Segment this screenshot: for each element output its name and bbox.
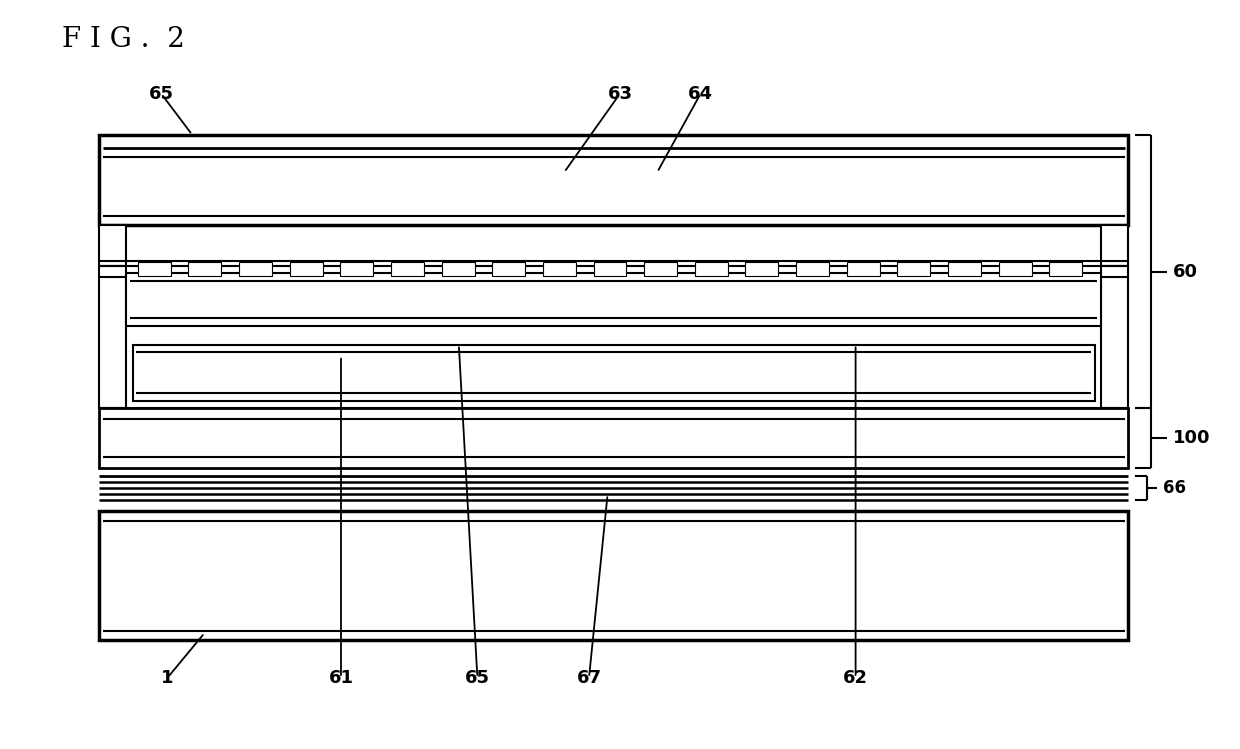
Bar — [99, 511, 1128, 640]
Bar — [138, 262, 171, 276]
Bar — [745, 262, 779, 276]
Bar — [188, 262, 221, 276]
Text: 65: 65 — [465, 669, 490, 687]
Bar — [543, 262, 575, 276]
Text: 64: 64 — [688, 85, 713, 103]
Bar — [694, 262, 728, 276]
Bar — [99, 225, 126, 266]
Bar — [290, 262, 322, 276]
Bar — [239, 262, 272, 276]
Text: F I G .  2: F I G . 2 — [62, 26, 185, 53]
Bar — [99, 408, 1128, 468]
Bar — [340, 262, 373, 276]
Bar — [796, 262, 830, 276]
Bar — [1101, 266, 1128, 408]
Bar — [492, 262, 526, 276]
Bar — [133, 345, 1095, 401]
Text: 66: 66 — [1163, 479, 1187, 497]
Text: 65: 65 — [149, 85, 174, 103]
Bar — [441, 262, 475, 276]
Text: 62: 62 — [843, 669, 868, 687]
Bar — [99, 135, 1128, 225]
Bar — [594, 262, 626, 276]
Bar — [998, 262, 1032, 276]
Text: 61: 61 — [329, 669, 353, 687]
Text: 67: 67 — [577, 669, 601, 687]
Text: 100: 100 — [1173, 429, 1210, 447]
Bar — [126, 273, 1101, 326]
Text: 60: 60 — [1173, 262, 1198, 281]
Text: 63: 63 — [608, 85, 632, 103]
Bar — [898, 262, 930, 276]
Bar — [99, 266, 126, 408]
Bar — [1101, 225, 1128, 266]
Bar — [645, 262, 677, 276]
Bar — [391, 262, 424, 276]
Bar — [1049, 262, 1083, 276]
Bar — [949, 262, 981, 276]
Bar — [847, 262, 879, 276]
Text: 1: 1 — [161, 669, 174, 687]
